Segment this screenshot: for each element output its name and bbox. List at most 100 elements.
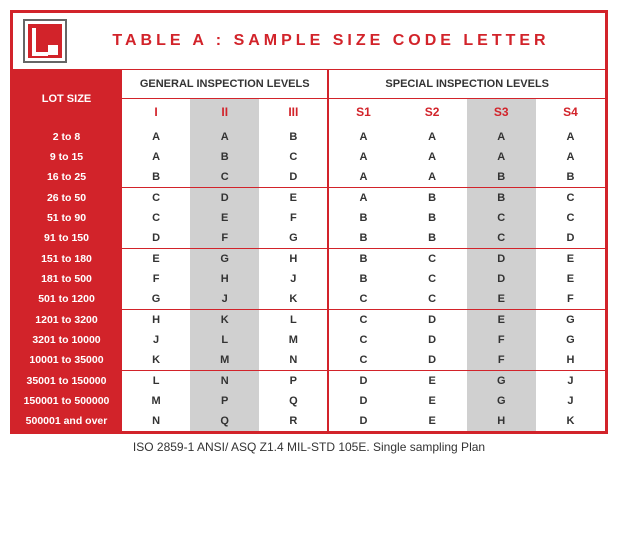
table-row: 501 to 1200GJKCCEF bbox=[13, 289, 605, 310]
lot-size-header: LOT SIZE bbox=[13, 70, 121, 127]
table-row: 151 to 180EGHBCDE bbox=[13, 249, 605, 270]
special-cell: D bbox=[398, 310, 467, 331]
special-cell: D bbox=[328, 411, 397, 431]
lot-size-cell: 501 to 1200 bbox=[13, 289, 121, 310]
general-cell: C bbox=[190, 167, 259, 188]
special-cell: D bbox=[328, 371, 397, 392]
special-cell: E bbox=[467, 289, 536, 310]
special-cell: J bbox=[536, 371, 605, 392]
special-cell: E bbox=[536, 269, 605, 289]
general-cell: E bbox=[121, 249, 190, 270]
table-title: TABLE A : SAMPLE SIZE CODE LETTER bbox=[67, 32, 595, 50]
general-cell: L bbox=[121, 371, 190, 392]
table-container: TABLE A : SAMPLE SIZE CODE LETTER LOT SI… bbox=[10, 10, 608, 434]
special-cell: H bbox=[536, 350, 605, 371]
special-cell: A bbox=[398, 147, 467, 167]
special-cell: C bbox=[328, 330, 397, 350]
general-level-I: I bbox=[121, 99, 190, 128]
general-cell: L bbox=[259, 310, 328, 331]
general-cell: J bbox=[259, 269, 328, 289]
special-cell: E bbox=[536, 249, 605, 270]
lot-size-cell: 16 to 25 bbox=[13, 167, 121, 188]
general-cell: N bbox=[190, 371, 259, 392]
table-row: 35001 to 150000LNPDEGJ bbox=[13, 371, 605, 392]
special-cell: B bbox=[328, 269, 397, 289]
general-cell: G bbox=[190, 249, 259, 270]
special-cell: C bbox=[328, 350, 397, 371]
general-cell: E bbox=[190, 208, 259, 228]
lot-size-cell: 1201 to 3200 bbox=[13, 310, 121, 331]
lot-size-cell: 91 to 150 bbox=[13, 228, 121, 249]
general-cell: L bbox=[190, 330, 259, 350]
special-cell: E bbox=[398, 371, 467, 392]
lot-size-cell: 2 to 8 bbox=[13, 127, 121, 147]
table-row: 51 to 90CEFBBCC bbox=[13, 208, 605, 228]
general-cell: A bbox=[190, 127, 259, 147]
special-cell: B bbox=[398, 208, 467, 228]
lot-size-cell: 500001 and over bbox=[13, 411, 121, 431]
special-cell: H bbox=[467, 411, 536, 431]
lot-size-cell: 150001 to 500000 bbox=[13, 391, 121, 411]
special-cell: D bbox=[536, 228, 605, 249]
special-cell: G bbox=[467, 391, 536, 411]
general-level-II: II bbox=[190, 99, 259, 128]
special-cell: B bbox=[328, 249, 397, 270]
table-row: 3201 to 10000JLMCDFG bbox=[13, 330, 605, 350]
special-cell: A bbox=[398, 167, 467, 188]
special-cell: E bbox=[398, 411, 467, 431]
general-cell: K bbox=[121, 350, 190, 371]
lot-size-cell: 51 to 90 bbox=[13, 208, 121, 228]
special-cell: C bbox=[398, 289, 467, 310]
lot-size-cell: 9 to 15 bbox=[13, 147, 121, 167]
lot-size-cell: 3201 to 10000 bbox=[13, 330, 121, 350]
general-cell: E bbox=[259, 188, 328, 209]
table-row: 10001 to 35000KMNCDFH bbox=[13, 350, 605, 371]
general-cell: H bbox=[121, 310, 190, 331]
general-cell: B bbox=[259, 127, 328, 147]
general-cell: F bbox=[259, 208, 328, 228]
special-cell: D bbox=[467, 269, 536, 289]
special-cell: C bbox=[328, 289, 397, 310]
logo bbox=[23, 19, 67, 63]
general-cell: M bbox=[259, 330, 328, 350]
table-row: 181 to 500FHJBCDE bbox=[13, 269, 605, 289]
table-row: 91 to 150DFGBBCD bbox=[13, 228, 605, 249]
special-cell: C bbox=[398, 269, 467, 289]
special-cell: B bbox=[328, 208, 397, 228]
general-levels-header: GENERAL INSPECTION LEVELS bbox=[121, 70, 328, 99]
footer-text: ISO 2859-1 ANSI/ ASQ Z1.4 MIL-STD 105E. … bbox=[10, 434, 608, 454]
special-cell: G bbox=[467, 371, 536, 392]
sample-size-table: LOT SIZE GENERAL INSPECTION LEVELS SPECI… bbox=[13, 70, 605, 431]
general-cell: J bbox=[121, 330, 190, 350]
general-cell: M bbox=[190, 350, 259, 371]
general-cell: N bbox=[259, 350, 328, 371]
general-cell: A bbox=[121, 127, 190, 147]
special-level-S1: S1 bbox=[328, 99, 397, 128]
special-cell: D bbox=[398, 330, 467, 350]
special-cell: K bbox=[536, 411, 605, 431]
general-cell: B bbox=[121, 167, 190, 188]
lot-size-cell: 151 to 180 bbox=[13, 249, 121, 270]
special-cell: B bbox=[536, 167, 605, 188]
general-cell: Q bbox=[259, 391, 328, 411]
general-cell: F bbox=[190, 228, 259, 249]
special-cell: B bbox=[467, 167, 536, 188]
special-cell: A bbox=[536, 127, 605, 147]
general-cell: B bbox=[190, 147, 259, 167]
general-cell: H bbox=[190, 269, 259, 289]
special-cell: G bbox=[536, 310, 605, 331]
special-cell: B bbox=[398, 228, 467, 249]
special-levels-header: SPECIAL INSPECTION LEVELS bbox=[328, 70, 605, 99]
general-cell: D bbox=[259, 167, 328, 188]
general-cell: C bbox=[121, 208, 190, 228]
lot-size-cell: 26 to 50 bbox=[13, 188, 121, 209]
special-cell: F bbox=[536, 289, 605, 310]
general-cell: C bbox=[121, 188, 190, 209]
table-row: 16 to 25BCDAABB bbox=[13, 167, 605, 188]
general-cell: K bbox=[259, 289, 328, 310]
special-cell: D bbox=[398, 350, 467, 371]
special-cell: C bbox=[467, 228, 536, 249]
general-cell: C bbox=[259, 147, 328, 167]
special-cell: A bbox=[328, 167, 397, 188]
table-row: 150001 to 500000MPQDEGJ bbox=[13, 391, 605, 411]
